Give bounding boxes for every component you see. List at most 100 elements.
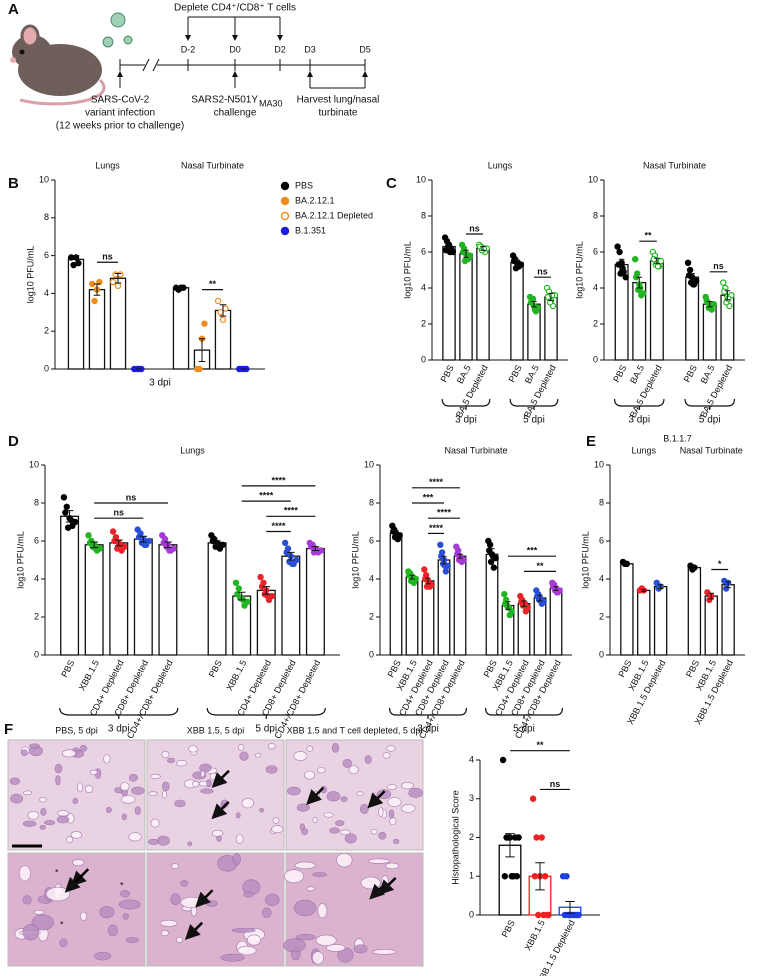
data-point xyxy=(489,553,497,560)
data-point xyxy=(62,509,69,516)
data-point xyxy=(617,270,624,277)
data-point xyxy=(721,288,728,295)
tissue xyxy=(283,869,304,884)
data-point xyxy=(538,834,545,841)
chart-title: Nasal Turbinate xyxy=(643,160,706,170)
day-label: D5 xyxy=(359,44,371,54)
data-point xyxy=(486,541,494,549)
significance-label: ns xyxy=(537,267,548,277)
data-point xyxy=(684,259,692,266)
category-label: BA.5 xyxy=(699,363,717,385)
day-label: D0 xyxy=(229,44,241,54)
error-bar xyxy=(691,565,698,570)
data-point xyxy=(631,256,639,263)
axis-break xyxy=(142,58,160,72)
image-title: XBB 1.5, 5 dpi xyxy=(187,725,245,735)
data-point xyxy=(217,309,224,316)
tissue xyxy=(378,831,387,840)
tissue xyxy=(235,834,244,844)
tissue xyxy=(232,853,241,866)
y-tick-label: 4 xyxy=(44,288,49,298)
tissue xyxy=(175,936,184,943)
data-point xyxy=(446,248,454,256)
error-bar xyxy=(65,510,74,523)
data-point xyxy=(289,560,296,568)
y-axis-label: Histopathological Score xyxy=(450,790,460,885)
data-point xyxy=(501,873,509,880)
tissue xyxy=(339,829,351,836)
arrow xyxy=(378,876,397,896)
tissue xyxy=(283,938,306,953)
tissue xyxy=(386,745,396,752)
y-tick-label: 8 xyxy=(369,497,374,507)
error-bar xyxy=(537,594,543,602)
tissue xyxy=(84,785,94,793)
bar xyxy=(459,253,473,361)
data-point xyxy=(703,297,710,304)
data-point xyxy=(654,263,662,270)
data-point xyxy=(111,537,118,545)
data-point xyxy=(421,566,428,573)
category-label: PBS xyxy=(500,918,517,939)
tissue xyxy=(359,803,369,814)
data-point xyxy=(531,306,539,313)
tissue xyxy=(171,863,180,869)
tissue xyxy=(150,818,160,828)
data-point xyxy=(85,532,92,539)
tissue xyxy=(22,895,32,905)
data-point xyxy=(219,316,227,324)
tissue xyxy=(301,828,309,835)
data-point xyxy=(91,297,98,305)
y-tick-label: 2 xyxy=(34,611,39,621)
data-point xyxy=(529,295,537,302)
data-point xyxy=(616,248,623,256)
significance-label: ns xyxy=(113,508,124,518)
data-point xyxy=(117,271,124,278)
panel-letter: A xyxy=(8,1,19,18)
tissue xyxy=(205,900,218,907)
y-tick-label: 1 xyxy=(469,871,474,881)
arrow xyxy=(195,889,214,908)
panel-letter: C xyxy=(386,175,397,192)
tissue xyxy=(239,751,249,761)
error-bar xyxy=(618,258,625,271)
tissue xyxy=(162,790,168,799)
group-bracket xyxy=(441,398,491,410)
significance-label: **** xyxy=(429,477,444,487)
tissue xyxy=(259,807,264,813)
y-axis-label: log10 PFU/mL xyxy=(15,531,25,589)
y-tick-label: 8 xyxy=(34,497,39,507)
tissue xyxy=(237,945,257,956)
error-bar xyxy=(446,243,452,250)
category-label: XBB.1.5 xyxy=(77,658,101,692)
group-bracket xyxy=(59,707,179,719)
data-point xyxy=(425,581,433,588)
tissue xyxy=(119,782,130,792)
y-tick-label: 10 xyxy=(588,174,598,184)
tissue xyxy=(188,745,198,753)
bar xyxy=(549,587,563,656)
error-bar xyxy=(164,541,172,549)
tissue xyxy=(61,749,77,758)
group-title: Lungs xyxy=(95,160,120,170)
error-bar xyxy=(311,546,320,551)
tissue xyxy=(170,893,181,906)
bar xyxy=(704,595,718,656)
data-point xyxy=(512,265,520,272)
tissue xyxy=(175,760,188,767)
tissue xyxy=(10,793,24,804)
tissue xyxy=(148,838,159,845)
panel-letter: D xyxy=(8,433,19,450)
tissue xyxy=(134,806,141,815)
data-point xyxy=(689,281,697,288)
arrow xyxy=(367,790,386,809)
tissue xyxy=(157,835,170,846)
tissue xyxy=(18,865,31,882)
significance-label: ** xyxy=(645,231,653,241)
y-tick-label: 4 xyxy=(469,754,474,764)
error-bar xyxy=(708,592,714,600)
data-point xyxy=(441,562,449,569)
data-point xyxy=(725,295,732,302)
y-tick-label: 6 xyxy=(593,246,598,256)
bar xyxy=(442,245,456,361)
